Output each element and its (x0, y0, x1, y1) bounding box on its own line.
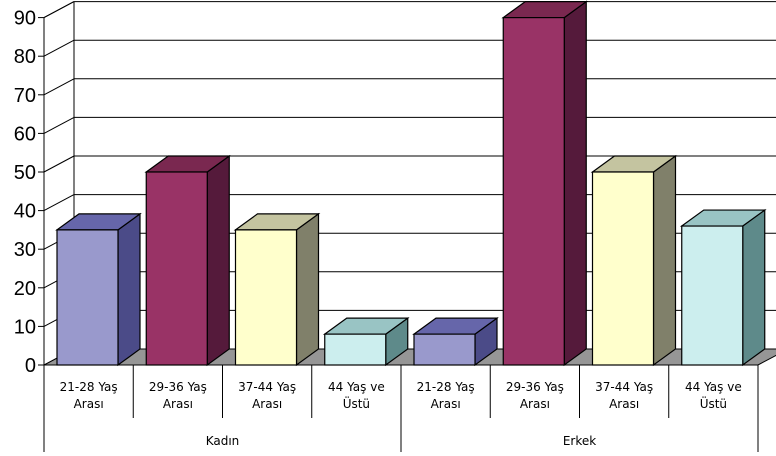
x-tick-label: 44 Yaş ve (328, 380, 385, 394)
x-tick-label: 44 Yaş ve (685, 380, 742, 394)
x-tick-label: 37-44 Yaş (238, 380, 296, 394)
y-tick-label: 80 (14, 46, 36, 68)
bar-side-0-2 (295, 212, 320, 367)
y-tick-label: 70 (14, 85, 36, 107)
x-tick-label: Üstü (343, 395, 370, 411)
x-tick-label: Arası (252, 397, 282, 411)
bar-side-0-1 (206, 154, 230, 367)
gridline-diagonal (43, 1, 75, 19)
bar-side-1-2 (652, 154, 677, 367)
bars (55, 0, 767, 367)
y-tick-label: 90 (14, 8, 36, 30)
y-tick-label: 40 (14, 201, 36, 223)
x-tick-label: Arası (163, 397, 193, 411)
bar-0-2 (234, 229, 298, 366)
group-label: Kadın (206, 434, 240, 448)
bar-1-3 (681, 225, 744, 366)
group-label: Erkek (563, 434, 596, 448)
gridline-diagonal (43, 155, 75, 173)
bar-1-2 (591, 171, 655, 366)
bar-side-1-3 (742, 208, 766, 367)
y-axis: 0 10 20 30 40 50 60 70 80 90 (14, 8, 45, 377)
x-tick-label: Arası (609, 397, 639, 411)
gridline-diagonal (43, 78, 75, 96)
x-tick-label: 29-36 Yaş (149, 380, 207, 394)
gridline-diagonal (43, 39, 75, 57)
x-tick-label: Üstü (700, 395, 727, 411)
bar-0-0 (56, 229, 119, 366)
y-tick-label: 60 (14, 123, 36, 145)
x-tick-label: 37-44 Yaş (595, 380, 653, 394)
bar-1-0 (413, 333, 476, 366)
y-tick-label: 30 (14, 239, 36, 261)
y-tick-label: 20 (14, 278, 36, 300)
bar-1-1 (502, 17, 565, 366)
bar-side-1-1 (563, 0, 587, 367)
y-tick-label: 10 (14, 316, 36, 338)
x-axis: 21-28 Yaş Arası 29-36 Yaş Arası 37-44 Yaş Ara… (43, 364, 759, 452)
y-tick-label: 50 (14, 162, 36, 184)
x-tick-label: Arası (520, 397, 550, 411)
gridline-diagonal (43, 194, 75, 212)
x-tick-label: Arası (74, 397, 104, 411)
bar-0-3 (324, 333, 387, 366)
x-tick-label: 29-36 Yaş (506, 380, 564, 394)
gridline-diagonal (43, 116, 75, 134)
x-tick-label: 21-28 Yaş (417, 380, 475, 394)
y-tick-label: 0 (25, 355, 36, 377)
x-tick-label: 21-28 Yaş (60, 380, 118, 394)
x-tick-label: Arası (431, 397, 461, 411)
bar-0-1 (145, 171, 208, 366)
bar-side-0-0 (117, 212, 141, 367)
